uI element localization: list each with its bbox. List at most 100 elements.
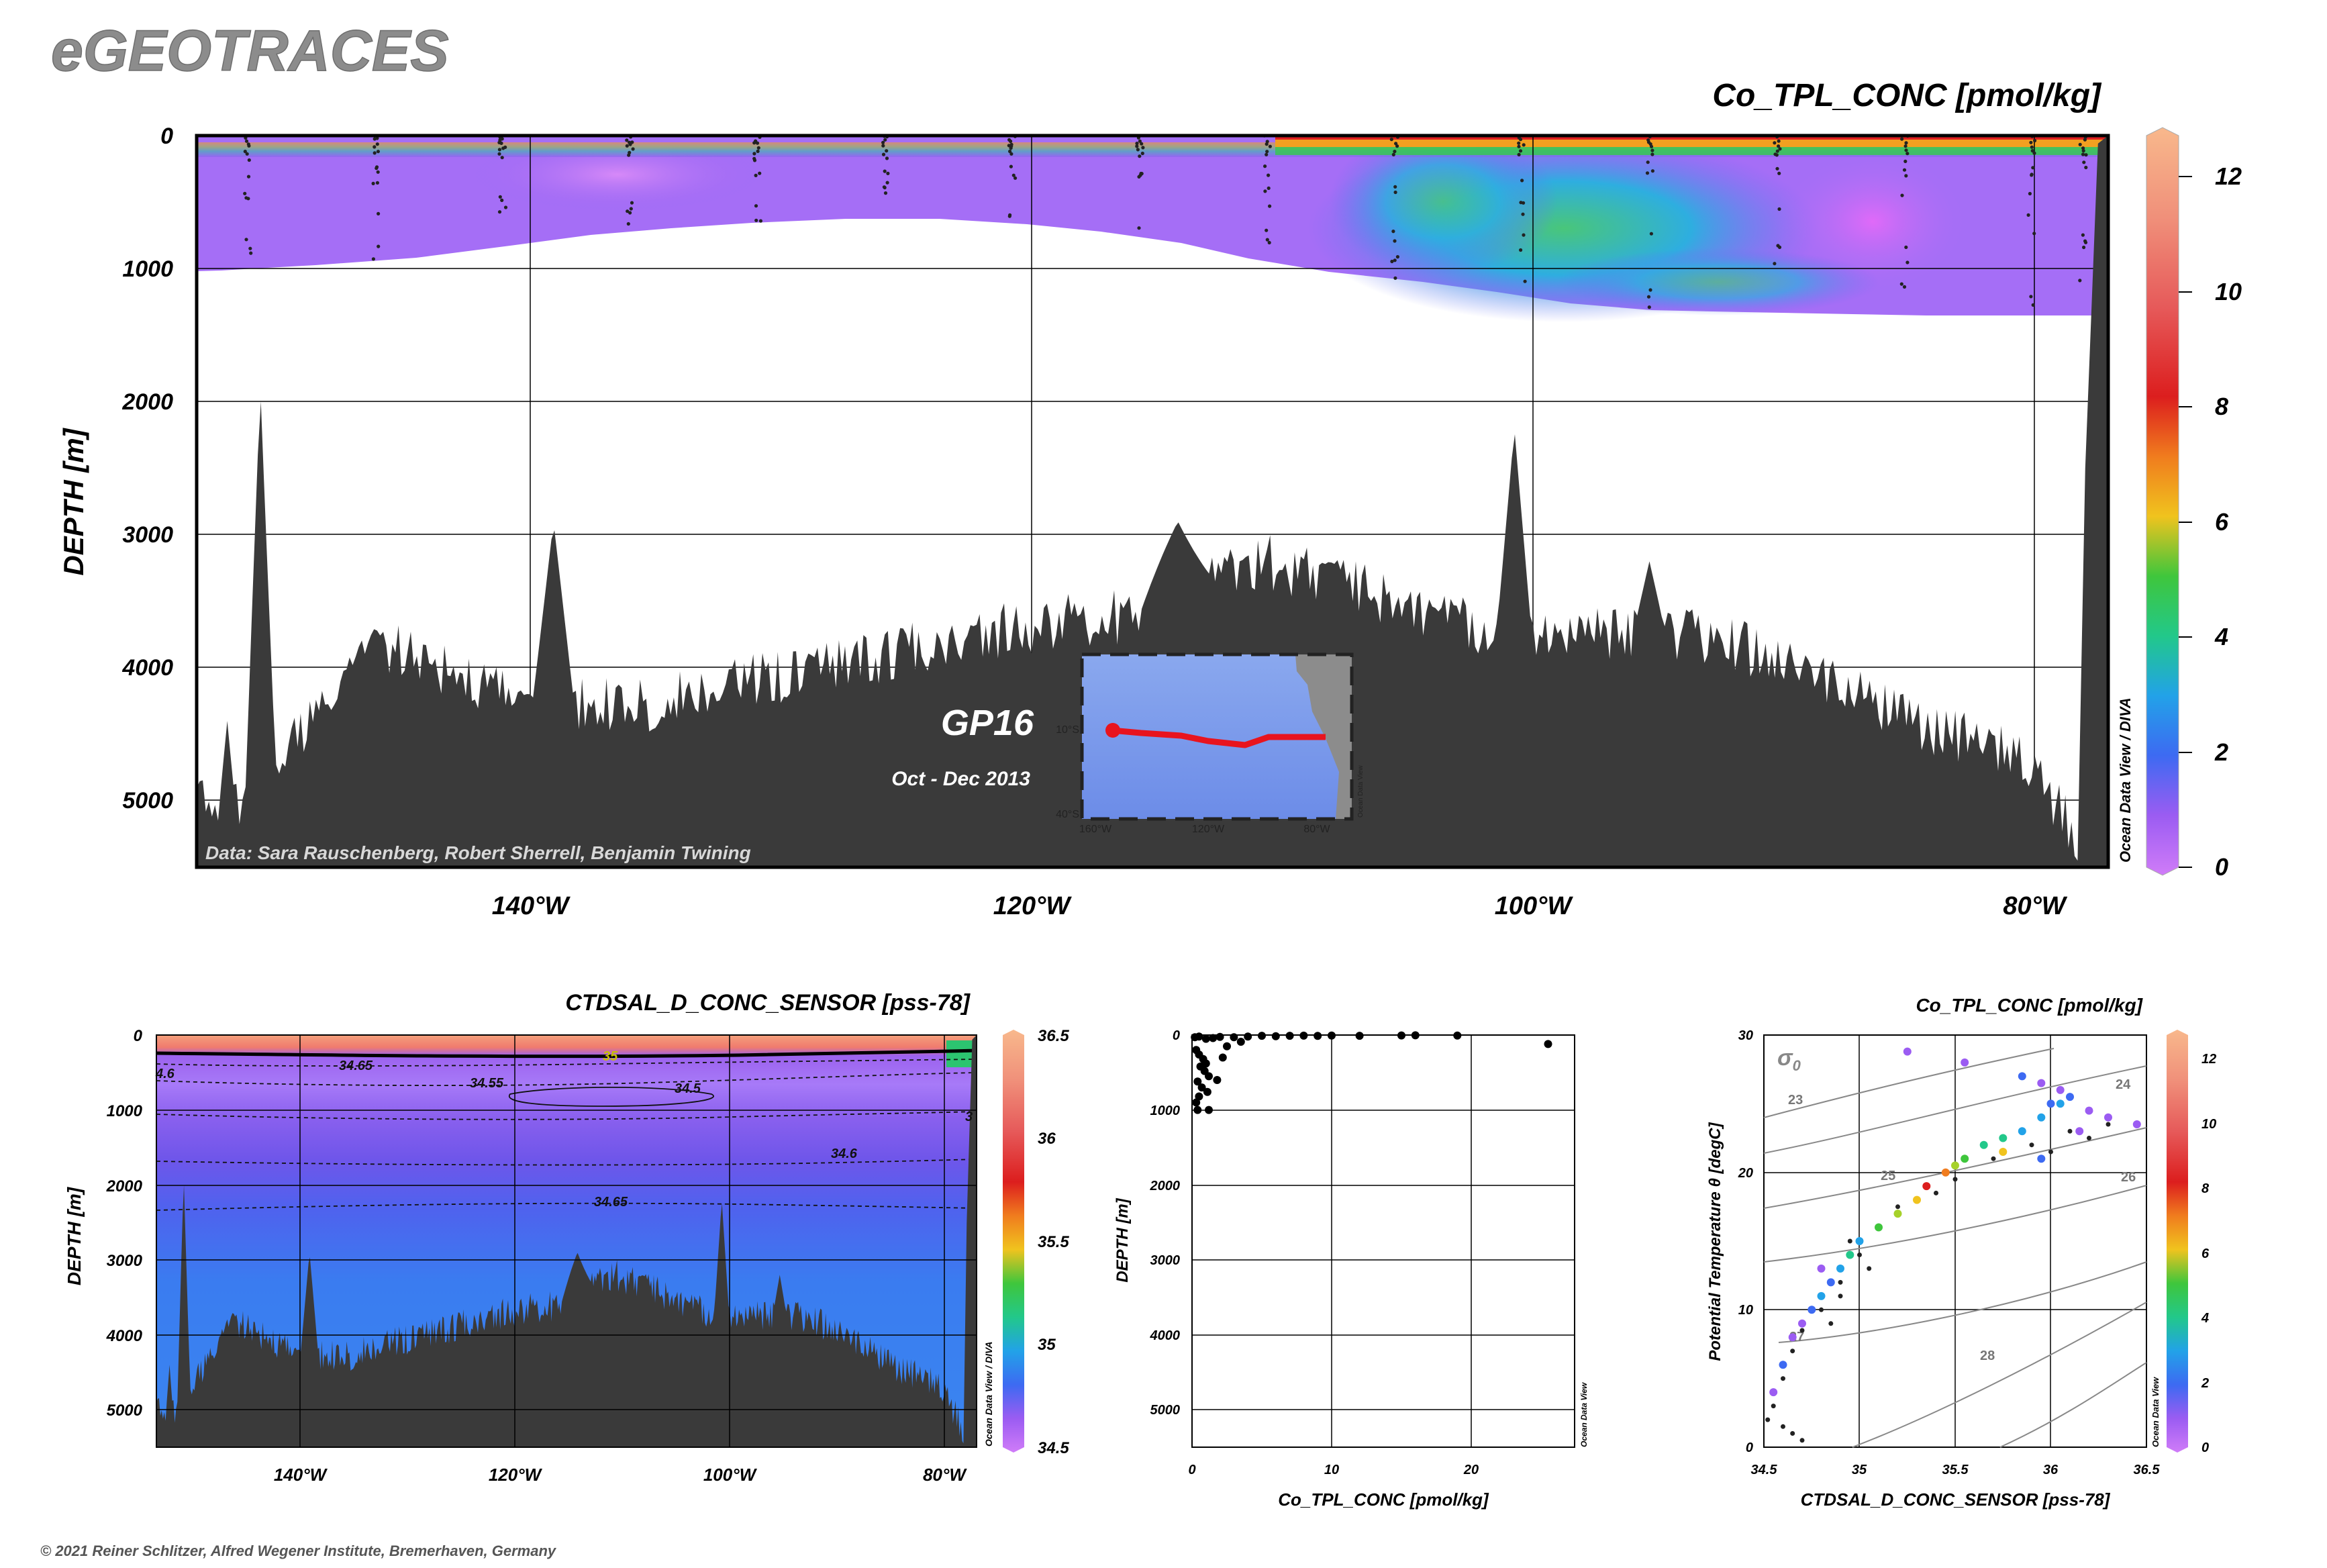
- salinity-bathymetry: [156, 1035, 977, 1447]
- main-sample-dot: [2082, 160, 2086, 164]
- ts-colored-points: [1769, 1047, 2141, 1397]
- ts-colored-point: [1798, 1319, 1806, 1328]
- ts-colored-point: [2132, 1120, 2141, 1128]
- salinity-colorbar-label: 36: [1038, 1130, 1056, 1148]
- main-sample-dot: [1646, 295, 1651, 299]
- ts-colored-point: [2018, 1072, 2026, 1081]
- salinity-colorbar-label: 35.5: [1038, 1233, 1069, 1251]
- main-sample-dot: [629, 207, 633, 211]
- main-colorbar-label: 12: [2215, 162, 2242, 190]
- profile-point: [1205, 1072, 1213, 1081]
- ts-black-point: [2029, 1142, 2034, 1148]
- ts-y-tick: 30: [1738, 1028, 1753, 1043]
- salinity-contour-label: 34.6: [831, 1146, 858, 1161]
- profile-point: [1213, 1076, 1222, 1084]
- main-sample-dot: [2084, 165, 2088, 170]
- main-sample-dot: [497, 152, 501, 156]
- ts-colored-point: [2066, 1093, 2074, 1101]
- main-y-label: DEPTH [m]: [58, 427, 89, 575]
- ts-x-tick: 36: [2043, 1463, 2059, 1477]
- main-sample-dot: [1518, 149, 1523, 153]
- inset-cruise-map: 10°S 40°S 160°W 120°W 80°W Ocean Data Vi…: [1056, 652, 1365, 835]
- main-sample-dot: [377, 244, 381, 248]
- main-sample-dot: [2084, 153, 2088, 157]
- salinity-contour-label: 34.65: [339, 1059, 373, 1073]
- main-sample-dot: [1646, 160, 1650, 164]
- ts-colored-point: [1979, 1140, 1988, 1149]
- ts-colored-point: [1808, 1306, 1816, 1314]
- profile-point: [1218, 1053, 1227, 1062]
- profile-point: [1195, 1092, 1203, 1101]
- ts-colored-point: [2037, 1079, 2046, 1087]
- main-sample-dot: [1903, 159, 1908, 163]
- main-sample-dot: [630, 201, 634, 205]
- main-sample-dot: [1137, 175, 1141, 179]
- profile-plot: 0 1000 2000 3000 4000 5000 DEPTH [m] 0 1…: [1113, 1028, 1589, 1510]
- main-sample-dot: [631, 147, 635, 151]
- main-sample-dot: [883, 138, 887, 142]
- main-sample-dot: [1904, 148, 1908, 152]
- main-y-tick: 4000: [121, 655, 173, 681]
- salinity-contours: [156, 1059, 977, 1211]
- main-sample-dot: [1140, 142, 1144, 146]
- ts-colored-point: [1999, 1134, 2008, 1142]
- main-sample-dot: [1009, 139, 1013, 144]
- main-colorbar-label: 2: [2214, 738, 2228, 766]
- profile-y-axis: 0 1000 2000 3000 4000 5000: [1150, 1028, 1181, 1418]
- main-sample-dot: [500, 198, 504, 202]
- main-sample-dot: [1138, 154, 1142, 158]
- main-sample-dot: [1902, 168, 1907, 172]
- main-sample-dot: [1391, 230, 1395, 234]
- main-sample-dot: [1775, 166, 1779, 170]
- main-y-tick: 1000: [122, 256, 173, 282]
- main-sample-dot: [1517, 152, 1521, 156]
- main-sample-dot: [247, 144, 251, 148]
- salinity-y-tick: 0: [134, 1027, 143, 1045]
- main-colorbar-ticks: [2179, 176, 2192, 868]
- main-y-tick: 3000: [122, 522, 173, 548]
- inset-lon-label: 160°W: [1079, 824, 1112, 835]
- main-sample-dot: [249, 251, 253, 255]
- ts-colorbar-label: 8: [2201, 1181, 2210, 1196]
- main-surface-band-east: [1275, 138, 2108, 147]
- main-sample-dot: [1775, 149, 1779, 153]
- main-sample-dot: [1775, 153, 1779, 157]
- main-sample-dot: [1649, 144, 1654, 148]
- main-sample-dot: [1650, 148, 1654, 152]
- main-sample-dot: [2083, 138, 2087, 142]
- main-sample-dot: [1904, 245, 1908, 249]
- ts-colored-point: [2075, 1127, 2084, 1136]
- ts-isopycnal-label: 23: [1788, 1093, 1803, 1108]
- ts-black-point: [1895, 1204, 1900, 1210]
- main-sample-dot: [1519, 248, 1523, 252]
- main-sample-dot: [1521, 212, 1525, 216]
- main-sample-dot: [1905, 260, 1910, 264]
- main-variable-title: Co_TPL_CONC [pmol/kg]: [1712, 78, 2102, 113]
- main-sample-dot: [2082, 245, 2086, 250]
- ts-colored-point: [1817, 1291, 1826, 1300]
- main-colorbar-credit: Ocean Data View / DIVA: [2117, 697, 2134, 863]
- salinity-y-tick: 3000: [107, 1252, 143, 1270]
- main-sample-dot: [1268, 144, 1272, 148]
- main-colorbar-label: 8: [2215, 393, 2228, 420]
- ts-colored-point: [1999, 1148, 2008, 1156]
- ts-y-tick: 10: [1738, 1303, 1753, 1318]
- salinity-x-axis: 140°W 120°W 100°W 80°W: [274, 1465, 968, 1485]
- profile-point: [1203, 1087, 1211, 1096]
- ts-colored-point: [2037, 1113, 2046, 1122]
- copyright-footer: © 2021 Reiner Schlitzer, Alfred Wegener …: [40, 1542, 557, 1559]
- main-sample-dot: [752, 152, 756, 156]
- main-sample-dot: [1265, 228, 1269, 232]
- salinity-y-axis: 0 1000 2000 3000 4000 5000: [106, 1027, 143, 1420]
- main-sample-dot: [376, 170, 380, 174]
- main-data-credit: Data: Sara Rauschenberg, Robert Sherrell…: [205, 842, 751, 863]
- main-sample-dot: [244, 238, 248, 242]
- main-sample-dot: [2083, 239, 2087, 243]
- ts-black-point: [1819, 1307, 1824, 1312]
- main-sample-dot: [375, 166, 379, 170]
- main-sample-dot: [1393, 258, 1397, 262]
- main-sample-dot: [1520, 179, 1524, 183]
- main-sample-dot: [885, 149, 889, 153]
- ts-plot: Co_TPL_CONC [pmol/kg] 23 24 25 26 27 28 …: [1706, 995, 2216, 1510]
- main-sample-dot: [752, 156, 756, 160]
